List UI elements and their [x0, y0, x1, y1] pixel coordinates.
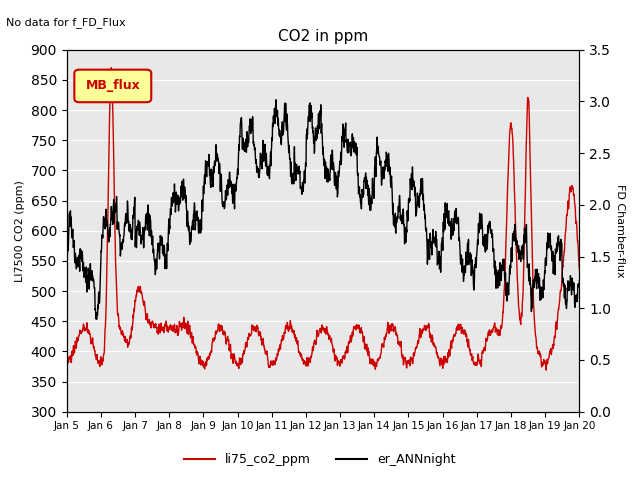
li75_co2_ppm — [531, 314, 538, 320]
li75_co2_ppm — [542, 367, 550, 373]
Title: CO2 in ppm: CO2 in ppm — [278, 29, 368, 44]
li75_co2_ppm — [108, 65, 115, 71]
er_ANNnight — [63, 272, 70, 278]
Legend: li75_co2_ppm, er_ANNnight: li75_co2_ppm, er_ANNnight — [179, 448, 461, 471]
er_ANNnight — [338, 134, 346, 140]
li75_co2_ppm — [472, 360, 480, 366]
Line: er_ANNnight: er_ANNnight — [67, 100, 579, 319]
Text: MB_flux: MB_flux — [85, 79, 140, 93]
li75_co2_ppm — [206, 352, 214, 358]
li75_co2_ppm — [63, 354, 70, 360]
er_ANNnight — [206, 166, 214, 172]
li75_co2_ppm — [575, 266, 583, 272]
er_ANNnight — [272, 97, 280, 103]
li75_co2_ppm — [338, 359, 346, 365]
er_ANNnight — [472, 265, 480, 271]
er_ANNnight — [575, 277, 583, 283]
Y-axis label: LI7500 CO2 (ppm): LI7500 CO2 (ppm) — [15, 180, 25, 282]
Line: li75_co2_ppm: li75_co2_ppm — [67, 68, 579, 370]
Text: No data for f_FD_Flux: No data for f_FD_Flux — [6, 17, 126, 28]
er_ANNnight — [545, 245, 552, 251]
er_ANNnight — [349, 145, 357, 151]
FancyBboxPatch shape — [74, 70, 151, 102]
er_ANNnight — [93, 316, 100, 322]
li75_co2_ppm — [545, 355, 552, 361]
li75_co2_ppm — [349, 332, 356, 338]
er_ANNnight — [531, 279, 538, 285]
Y-axis label: FD Chamber-flux: FD Chamber-flux — [615, 184, 625, 277]
